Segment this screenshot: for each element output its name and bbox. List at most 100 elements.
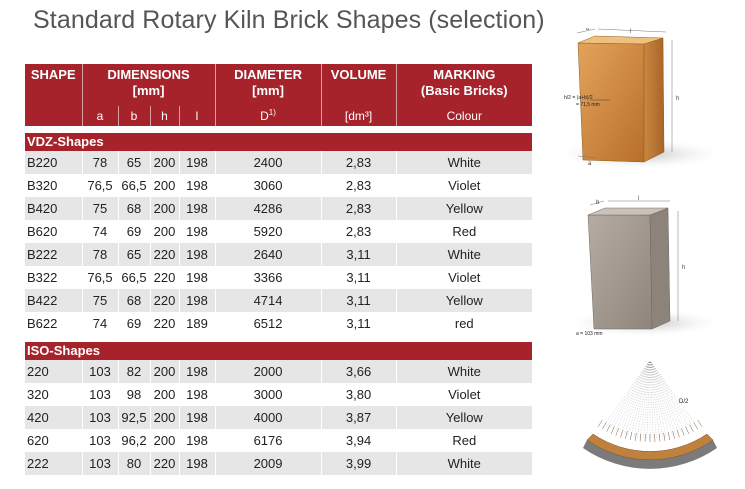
cell-l: 198 (178, 151, 216, 174)
vdz-brick-illustration: b l h a h/2 = (a+b)/2 = 71,5 mm (552, 28, 728, 170)
cell-shape: 620 (25, 429, 82, 452)
subheader-empty (25, 106, 82, 126)
cell-b: 69 (117, 220, 150, 243)
iso-brick-label-h: h (682, 265, 685, 271)
cell-l: 198 (178, 452, 216, 475)
table-row: B220 78 65 200 198 2400 2,83 White (25, 151, 533, 174)
header-diameter: DIAMETER [mm] (214, 64, 322, 106)
page-title: Standard Rotary Kiln Brick Shapes (selec… (33, 6, 545, 34)
vdz-brick-label-h: h (676, 96, 679, 102)
iso-brick-illustration: b l h a = 103 mm (563, 196, 727, 337)
table-row: 220 103 82 200 198 2000 3,66 White (25, 360, 533, 383)
cell-shape: 420 (25, 406, 82, 429)
table-row: B620 74 69 200 198 5920 2,83 Red (25, 220, 533, 243)
cell-diameter: 5920 (214, 220, 322, 243)
cell-h: 200 (149, 429, 179, 452)
table-row: B420 75 68 200 198 4286 2,83 Yellow (25, 197, 533, 220)
cell-shape: B222 (25, 243, 82, 266)
vdz-brick-formula-1: h/2 = (a+b)/2 (564, 95, 593, 101)
kiln-ring-illustration: D/2 (583, 361, 717, 469)
cell-colour: White (395, 360, 533, 383)
table-row: 420 103 92,5 200 198 4000 3,87 Yellow (25, 406, 533, 429)
cell-b: 98 (117, 383, 150, 406)
cell-shape: B220 (25, 151, 82, 174)
cell-diameter: 6176 (214, 429, 322, 452)
cell-b: 68 (117, 289, 150, 312)
cell-b: 92,5 (117, 406, 150, 429)
cell-a: 74 (81, 312, 118, 335)
cell-h: 200 (149, 174, 179, 197)
cell-b: 96,2 (117, 429, 150, 452)
cell-h: 220 (149, 312, 179, 335)
cell-l: 198 (178, 383, 216, 406)
iso-brick-label-b: b (596, 200, 600, 206)
cell-a: 75 (81, 197, 118, 220)
table-row: B422 75 68 220 198 4714 3,11 Yellow (25, 289, 533, 312)
table-row: B322 76,5 66,5 220 198 3366 3,11 Violet (25, 266, 533, 289)
cell-a: 76,5 (81, 266, 118, 289)
subheader-b: b (117, 106, 150, 126)
cell-volume: 3,80 (320, 383, 397, 406)
header-diameter-unit: [mm] (252, 83, 284, 98)
subheader-d-footnote: 1) (268, 108, 276, 117)
subheader-h: h (149, 106, 179, 126)
cell-h: 200 (149, 406, 179, 429)
cell-a: 103 (81, 360, 118, 383)
cell-volume: 2,83 (320, 174, 397, 197)
cell-shape: 220 (25, 360, 82, 383)
cell-h: 220 (149, 243, 179, 266)
cell-b: 68 (117, 197, 150, 220)
cell-a: 75 (81, 289, 118, 312)
cell-diameter: 4000 (214, 406, 322, 429)
cell-shape: B620 (25, 220, 82, 243)
iso-brick-label-l: l (638, 196, 639, 202)
table-row: B622 74 69 220 189 6512 3,11 red (25, 312, 533, 335)
cell-l: 198 (178, 174, 216, 197)
cell-diameter: 3000 (214, 383, 322, 406)
cell-shape: 320 (25, 383, 82, 406)
cell-l: 198 (178, 266, 216, 289)
subheader-d-label: D (260, 109, 269, 123)
cell-b: 66,5 (117, 174, 150, 197)
vdz-brick-label-a: a (588, 161, 592, 167)
cell-colour: Yellow (395, 406, 533, 429)
cell-volume: 3,99 (320, 452, 397, 475)
cell-l: 198 (178, 243, 216, 266)
cell-b: 69 (117, 312, 150, 335)
subheader-d: D1) (214, 106, 322, 126)
subheader-volume-unit: [dm³] (320, 106, 397, 126)
cell-a: 78 (81, 151, 118, 174)
header-marking-sub: (Basic Bricks) (420, 83, 508, 98)
cell-volume: 2,83 (320, 220, 397, 243)
brick-shapes-table: SHAPE DIMENSIONS [mm] DIAMETER [mm] VOLU… (25, 64, 533, 475)
cell-l: 198 (178, 220, 216, 243)
cell-colour: Red (395, 429, 533, 452)
cell-shape: 222 (25, 452, 82, 475)
vdz-brick-formula-2: = 71,5 mm (576, 102, 600, 108)
cell-b: 65 (117, 243, 150, 266)
cell-h: 200 (149, 360, 179, 383)
header-diameter-label: DIAMETER (234, 67, 302, 82)
subheader-l: l (178, 106, 216, 126)
cell-diameter: 4286 (214, 197, 322, 220)
cell-shape: B322 (25, 266, 82, 289)
cell-l: 198 (178, 406, 216, 429)
cell-h: 220 (149, 266, 179, 289)
cell-volume: 2,83 (320, 151, 397, 174)
cell-a: 76,5 (81, 174, 118, 197)
header-volume: VOLUME (320, 64, 397, 106)
section-title: VDZ-Shapes (25, 133, 533, 151)
cell-diameter: 3366 (214, 266, 322, 289)
cell-b: 80 (117, 452, 150, 475)
cell-l: 189 (178, 312, 216, 335)
table-row: B222 78 65 220 198 2640 3,11 White (25, 243, 533, 266)
section-header-row: VDZ-Shapes (25, 133, 533, 151)
cell-h: 200 (149, 220, 179, 243)
cell-colour: Violet (395, 383, 533, 406)
cell-b: 82 (117, 360, 150, 383)
cell-l: 198 (178, 289, 216, 312)
ring-shell (583, 440, 717, 469)
section-gap (25, 335, 533, 342)
cell-colour: red (395, 312, 533, 335)
subheader-row: a b h l D1) [dm³] Colour (25, 106, 533, 126)
